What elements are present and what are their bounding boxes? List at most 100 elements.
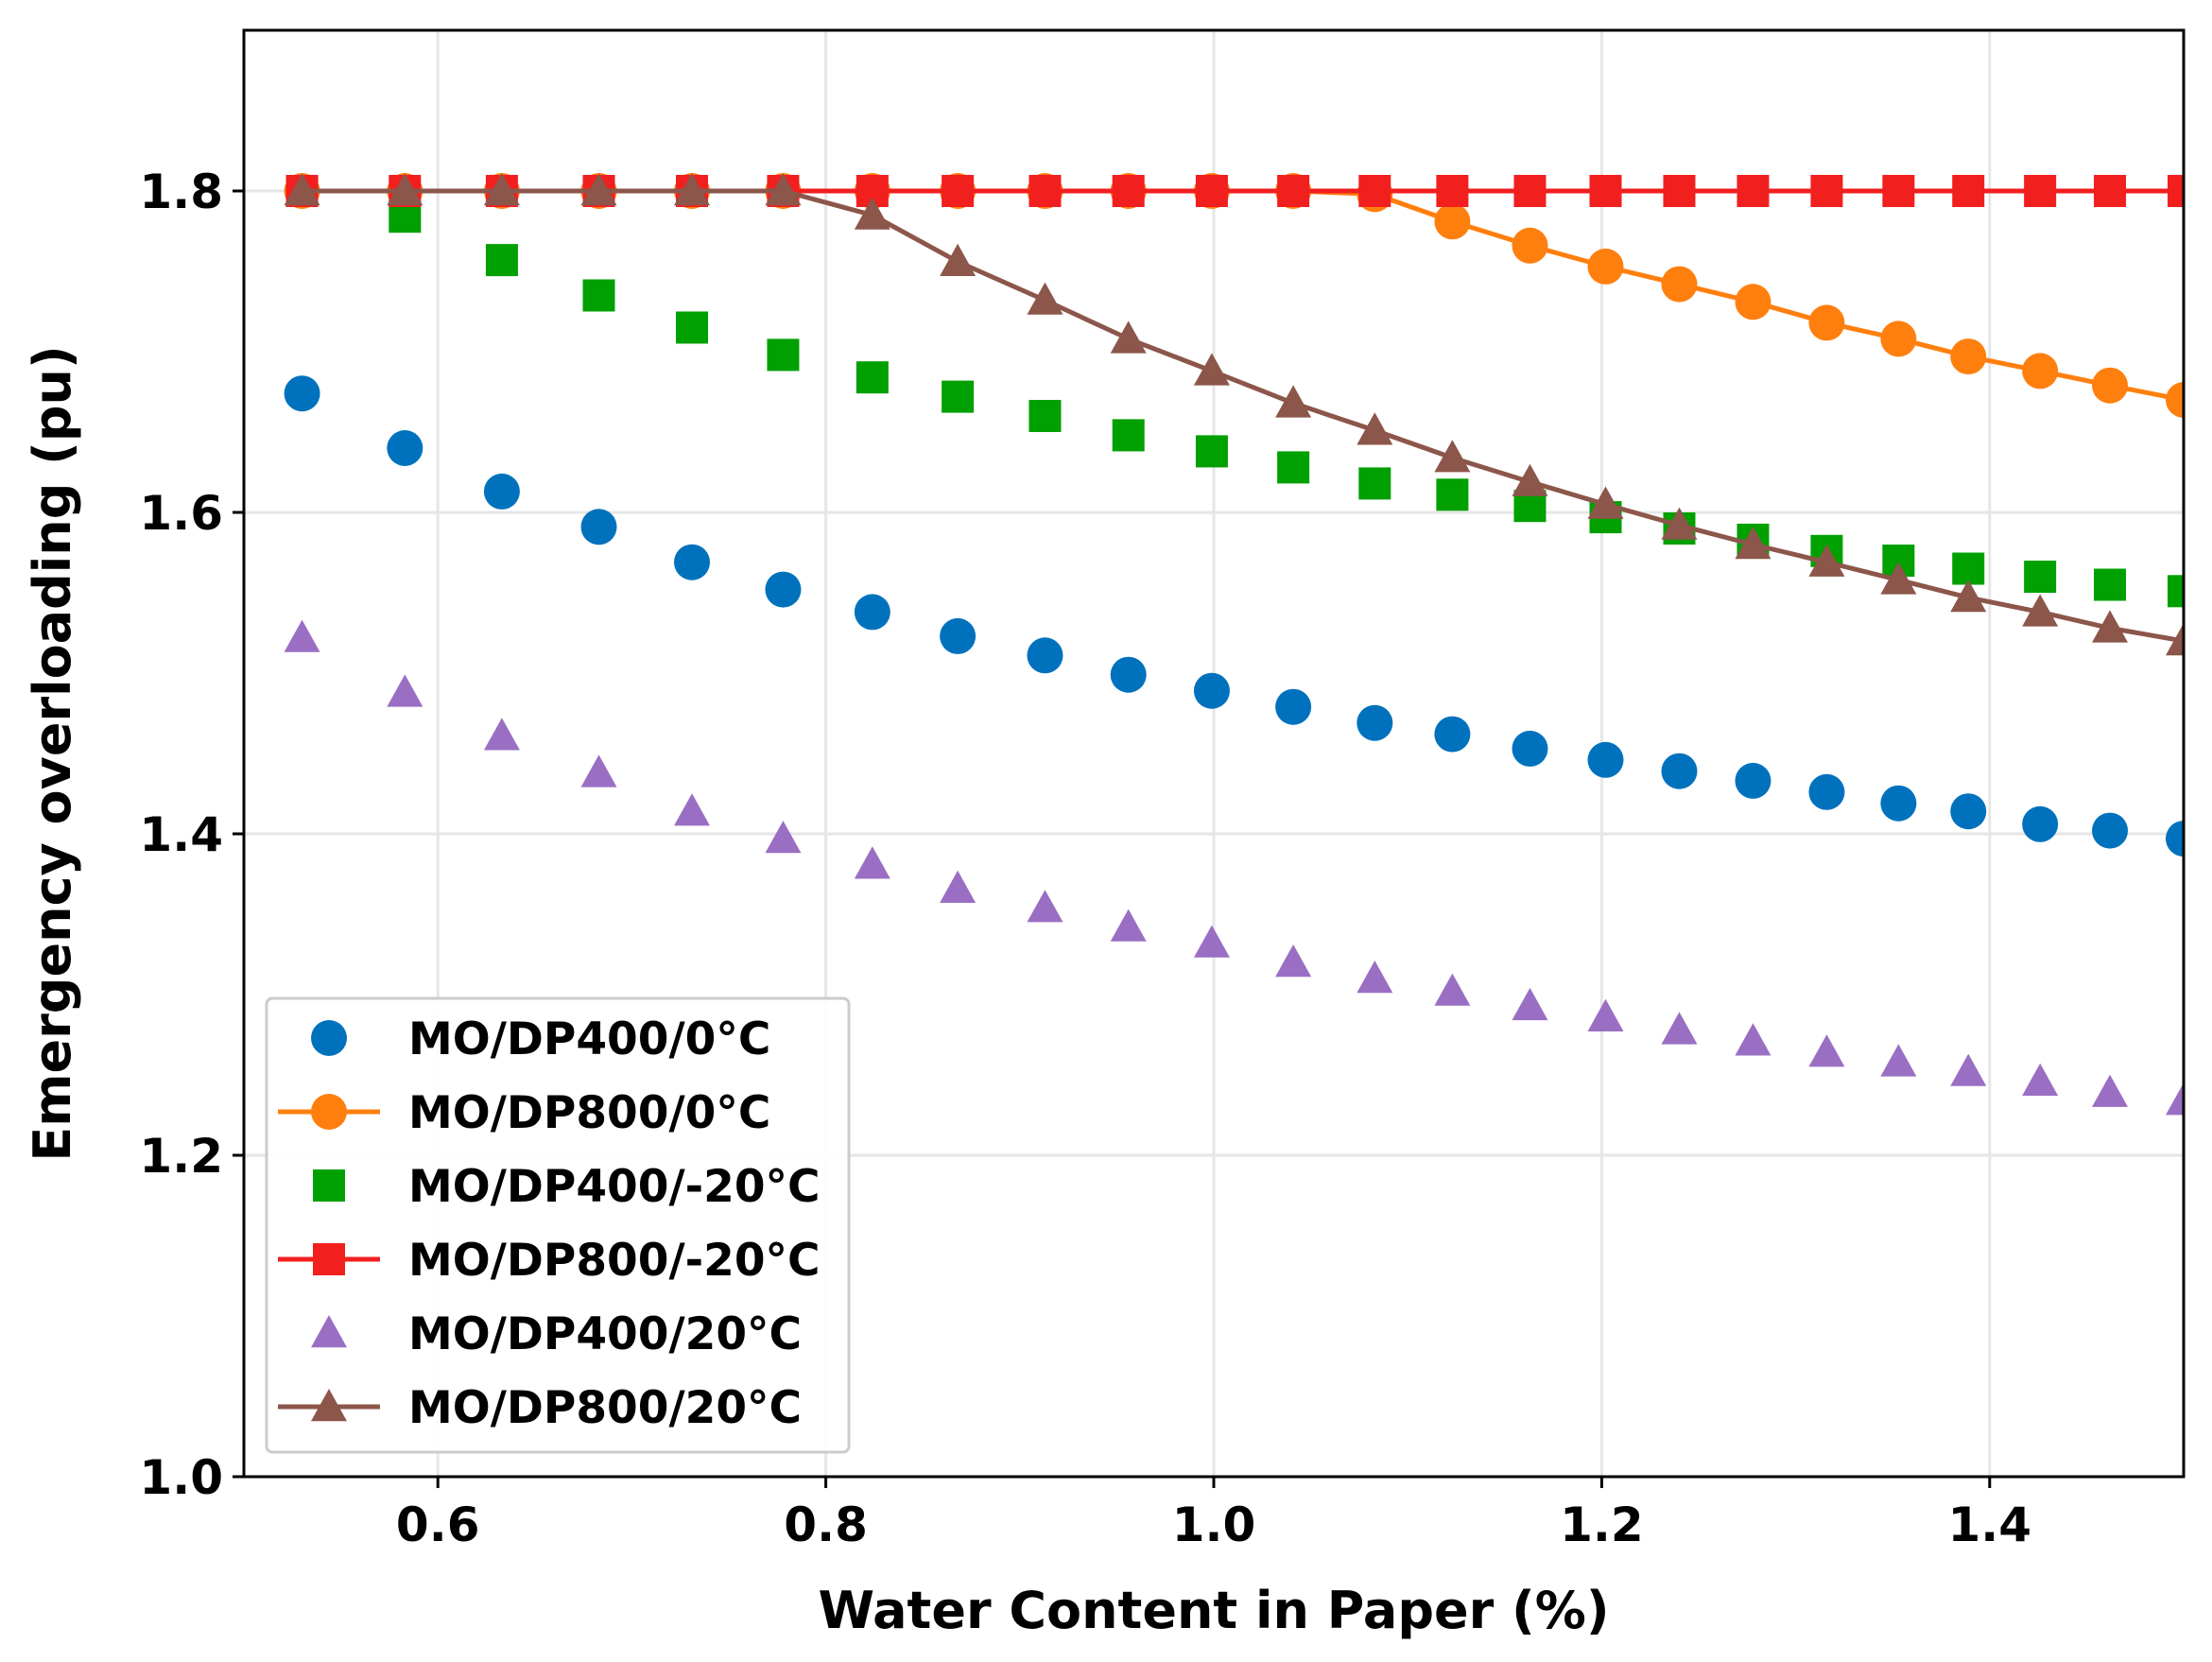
data-point: [765, 571, 802, 608]
data-point: [1587, 248, 1624, 285]
data-point: [1882, 175, 1915, 207]
series-layer: [284, 173, 2184, 1116]
data-point: [387, 674, 423, 707]
data-point: [1587, 486, 1624, 519]
data-point: [2022, 1063, 2059, 1096]
legend-box: [265, 996, 851, 1454]
data-point: [2166, 382, 2184, 418]
data-point: [1436, 478, 1469, 511]
data-point: [674, 793, 711, 826]
data-point: [1434, 716, 1471, 753]
data-point: [1358, 467, 1391, 500]
data-point: [1434, 973, 1471, 1006]
data-point: [1808, 304, 1845, 341]
data-point: [1880, 562, 1917, 595]
data-point: [767, 338, 800, 372]
legend-item: MO/DP800/0°C: [278, 1087, 770, 1139]
data-point: [2092, 367, 2129, 404]
data-point: [1275, 688, 1312, 725]
data-point: [855, 361, 889, 394]
data-point: [1512, 227, 1548, 264]
data-point: [1193, 353, 1230, 386]
data-point: [580, 173, 617, 206]
data-point: [1950, 793, 1987, 830]
series-0: [284, 375, 2184, 857]
y-tick-label: 1.0: [139, 1450, 223, 1505]
legend-label: MO/DP400/0°C: [408, 1013, 770, 1065]
data-point: [1112, 175, 1145, 207]
data-point: [1735, 762, 1771, 799]
data-point: [1808, 1034, 1845, 1067]
data-point: [485, 244, 518, 277]
data-point: [1735, 284, 1771, 320]
data-point: [1028, 400, 1062, 432]
data-point: [1952, 175, 1985, 207]
data-point: [1357, 412, 1393, 445]
data-point: [1661, 507, 1698, 540]
data-point: [1587, 998, 1624, 1031]
data-point: [2092, 1074, 2129, 1107]
data-point: [387, 173, 423, 206]
data-point: [1513, 175, 1547, 207]
data-point: [1735, 527, 1771, 560]
data-point: [483, 173, 520, 206]
legend-label: MO/DP400/-20°C: [408, 1161, 821, 1213]
data-point: [854, 594, 890, 631]
data-point: [2168, 575, 2184, 608]
y-tick-label: 1.6: [139, 486, 223, 541]
data-point: [2092, 812, 2129, 849]
y-tick-label: 1.8: [139, 164, 223, 219]
data-point: [1193, 925, 1230, 958]
x-tick-label: 1.4: [1948, 1498, 2032, 1552]
legend-label: MO/DP400/20°C: [408, 1308, 802, 1360]
data-point: [1112, 419, 1145, 452]
series-4: [284, 619, 2184, 1116]
data-point: [2022, 594, 2059, 627]
data-point: [674, 173, 711, 206]
data-point: [580, 754, 617, 788]
data-point: [1434, 203, 1471, 240]
legend-item: MO/DP400/20°C: [311, 1308, 802, 1360]
data-point: [1358, 175, 1391, 207]
legend-item: MO/DP400/0°C: [311, 1013, 770, 1065]
data-point: [765, 173, 802, 206]
x-axis-label: Water Content in Paper (%): [818, 1581, 1609, 1640]
data-point: [942, 175, 975, 207]
data-point: [2166, 623, 2184, 656]
data-point: [1512, 730, 1548, 767]
data-point: [1028, 175, 1062, 207]
data-point: [284, 619, 320, 652]
data-point: [1512, 987, 1548, 1021]
data-point: [1277, 175, 1310, 207]
data-point: [940, 617, 976, 654]
legend-marker: [313, 1169, 345, 1202]
data-point: [1110, 656, 1147, 693]
data-point: [1275, 385, 1312, 418]
data-point: [1950, 580, 1987, 613]
legend-label: MO/DP800/20°C: [408, 1382, 802, 1434]
data-point: [284, 173, 320, 206]
y-tick-label: 1.4: [139, 807, 223, 862]
data-point: [483, 718, 520, 751]
y-tick-label: 1.2: [139, 1129, 223, 1184]
data-point: [1277, 451, 1310, 484]
data-point: [1661, 753, 1698, 789]
data-point: [1027, 282, 1063, 315]
data-point: [1357, 961, 1393, 994]
data-point: [1434, 440, 1471, 473]
data-point: [1735, 1023, 1771, 1056]
data-point: [2092, 610, 2129, 643]
data-point: [1810, 175, 1843, 207]
data-point: [674, 544, 711, 580]
data-point: [1661, 266, 1698, 303]
data-point: [854, 197, 890, 230]
data-point: [1436, 175, 1469, 207]
data-point: [942, 380, 975, 413]
legend-item: MO/DP400/-20°C: [313, 1161, 821, 1213]
data-point: [2024, 561, 2057, 593]
legend-item: MO/DP800/20°C: [278, 1382, 802, 1434]
axis-ticks: 0.6 0.8 1.0 1.2 1.4 1.0 1.2 1.4 1.6 1.8: [139, 164, 2031, 1552]
data-point: [1193, 672, 1230, 709]
x-tick-label: 0.6: [396, 1498, 480, 1552]
